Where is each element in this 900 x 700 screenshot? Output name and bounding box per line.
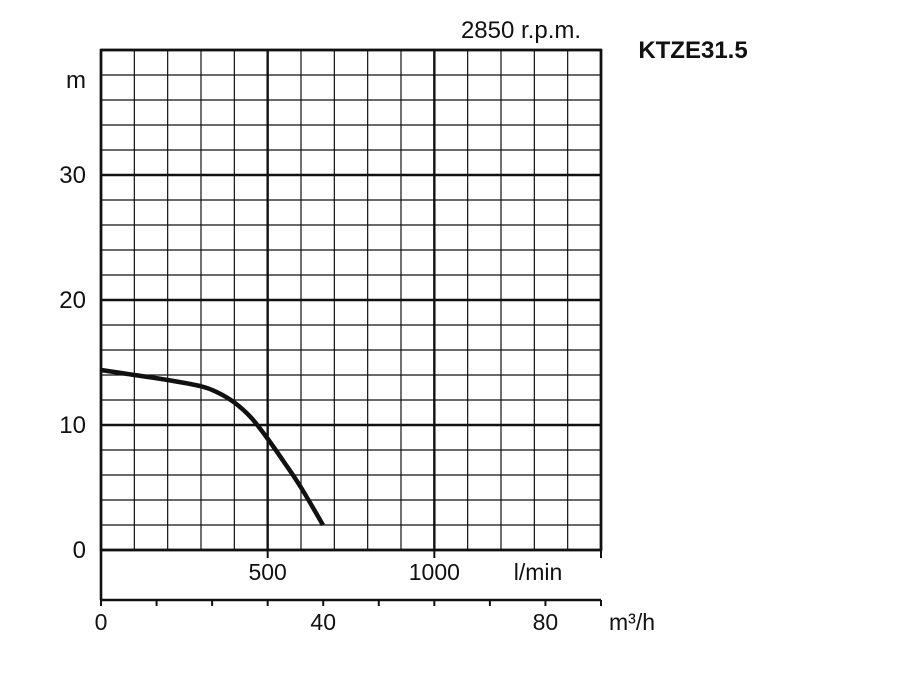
y-axis-unit-label: m bbox=[66, 67, 86, 94]
x-axis-flow-unit-label: l/min bbox=[514, 559, 563, 585]
speed-label: 2850 r.p.m. bbox=[461, 17, 581, 44]
labels: 0 10 20 30 500 1000 0 40 80 bbox=[59, 162, 558, 635]
chart-title: KTZE31.5 bbox=[638, 37, 747, 64]
grid-lines bbox=[99, 48, 603, 552]
y-tick-label: 0 bbox=[73, 537, 86, 564]
y-tick-label: 20 bbox=[59, 287, 86, 314]
pump-curve-line bbox=[100, 367, 325, 527]
flow-tick-label: 500 bbox=[248, 559, 286, 585]
plot-border bbox=[99, 48, 603, 552]
y-tick-label: 30 bbox=[59, 162, 86, 189]
m3h-tick-label: 0 bbox=[95, 609, 108, 635]
axes bbox=[99, 48, 603, 606]
curve-layer bbox=[100, 367, 325, 527]
m3h-tick-label: 40 bbox=[310, 609, 336, 635]
flow-tick-label: 1000 bbox=[409, 559, 460, 585]
x-axis-m3h-unit-label: m³/h bbox=[609, 609, 655, 635]
y-tick-label: 10 bbox=[59, 412, 86, 439]
m3h-tick-label: 80 bbox=[533, 609, 559, 635]
